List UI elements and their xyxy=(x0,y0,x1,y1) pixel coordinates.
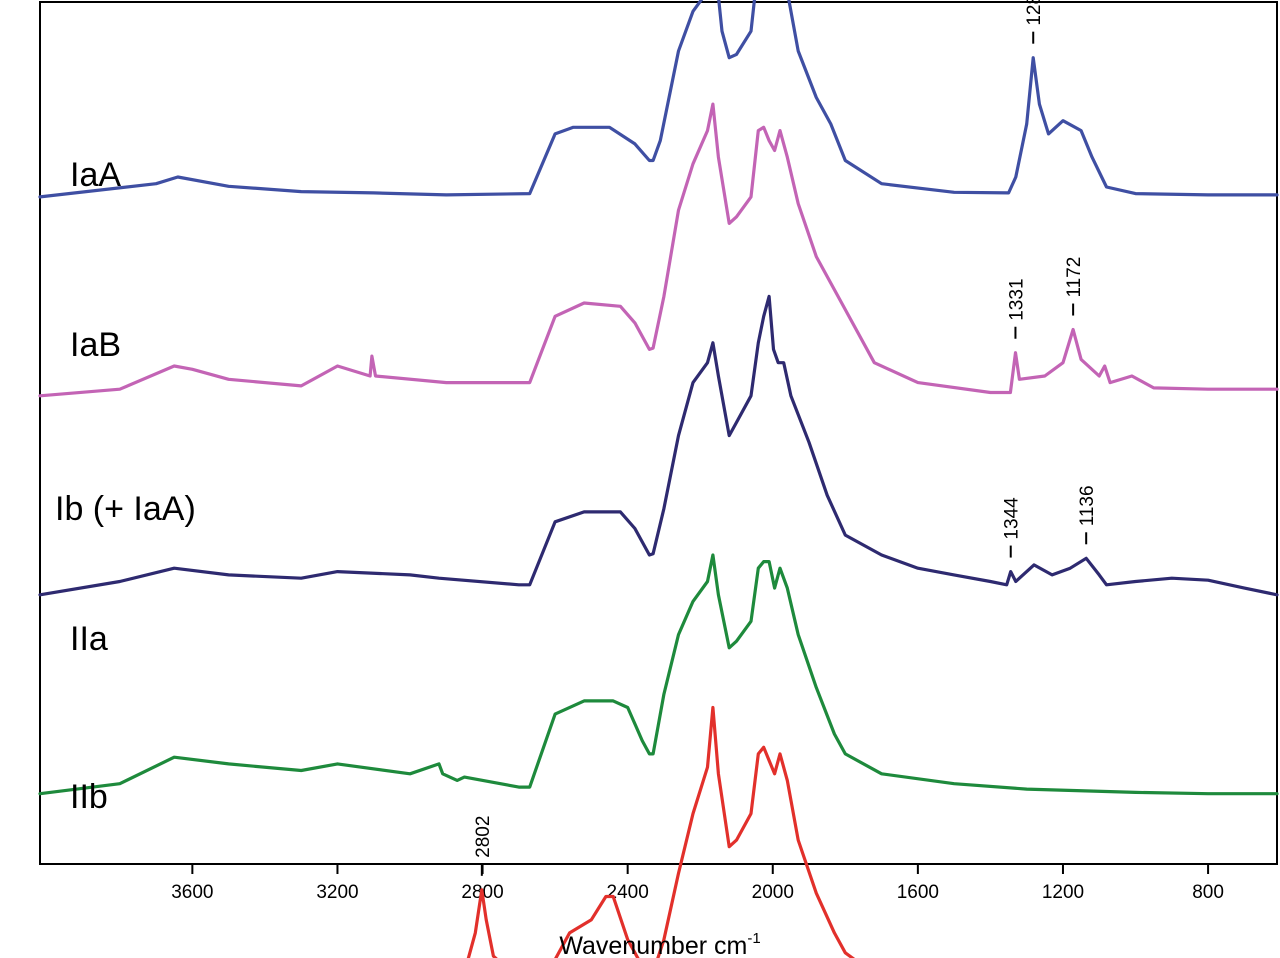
series-label: IIb xyxy=(70,778,108,816)
x-axis-ticks: 3600 3200 2800 2400 2000 1600 1200 800 xyxy=(171,864,1224,903)
peak-annotation-label: 1136 xyxy=(1077,485,1098,526)
plot-frame xyxy=(39,1,1278,865)
x-tick-label: 3600 xyxy=(171,882,213,903)
series-labels: IaA IaB Ib (+ IaA) IIa IIb xyxy=(55,156,196,816)
peak-annotation-label: 1282 xyxy=(1024,0,1045,26)
peak-annotation-label: 2802 xyxy=(473,816,494,858)
series-line xyxy=(38,294,1279,597)
x-axis-title: Wavenumber cm-1 xyxy=(559,930,760,958)
x-axis-title-text: Wavenumber cm xyxy=(559,932,747,958)
series-line xyxy=(38,102,1279,398)
x-tick-label: 1200 xyxy=(1042,882,1084,903)
x-tick-label: 2000 xyxy=(752,882,794,903)
series-label: Ib (+ IaA) xyxy=(55,490,196,528)
x-tick-label: 2400 xyxy=(607,882,649,903)
peak-annotation-label: 1172 xyxy=(1064,257,1085,298)
series-line xyxy=(38,0,1279,199)
peak-annotation-label: 1331 xyxy=(1006,278,1027,320)
peak-annotations: 1282 1331 1172 1344 1136 2802 xyxy=(473,0,1098,876)
spectra-lines xyxy=(38,0,1279,958)
series-label: IaA xyxy=(70,156,121,194)
x-tick-label: 800 xyxy=(1192,882,1224,903)
series-label: IaB xyxy=(70,326,121,364)
peak-annotation-label: 1344 xyxy=(1002,497,1023,540)
x-tick-label: 1600 xyxy=(897,882,939,903)
series-line xyxy=(38,553,1279,796)
x-axis-title-superscript: -1 xyxy=(747,930,760,947)
x-tick-label: 3200 xyxy=(316,882,358,903)
series-label: IIa xyxy=(70,620,108,658)
series-line xyxy=(466,705,856,958)
